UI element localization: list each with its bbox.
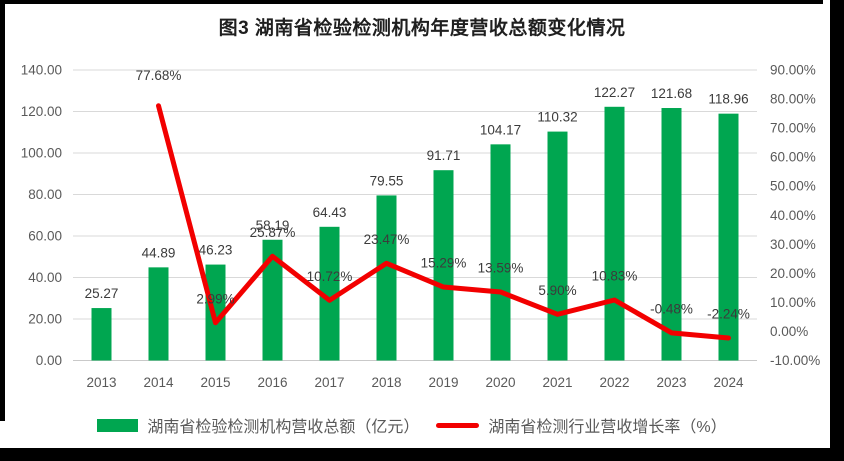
right-axis-tick-label: 60.00% [770,150,816,165]
bar-value-label: 104.17 [480,122,521,137]
x-axis-tick-label: 2022 [599,375,629,390]
left-axis-tick-label: 0.00 [36,353,62,368]
revenue-bar [718,113,739,361]
line-value-label: 5.90% [538,283,576,298]
line-value-label: 13.59% [478,260,524,275]
x-axis-tick-label: 2021 [542,375,572,390]
right-axis-tick-label: 10.00% [770,295,816,310]
revenue-bar [205,264,226,361]
right-axis-tick-label: 80.00% [770,92,816,107]
right-axis-tick-label: 30.00% [770,237,816,252]
bar-value-label: 79.55 [370,173,404,188]
legend-line-label: 湖南省检测行业营收增长率（%） [488,419,727,436]
right-axis-tick-label: 40.00% [770,208,816,223]
left-axis-tick-label: 120.00 [21,104,62,119]
revenue-bar [148,267,169,361]
revenue-bar [319,226,340,361]
left-axis-tick-label: 40.00 [28,270,62,285]
revenue-bar [490,144,511,361]
bar-value-label: 58.19 [256,218,290,233]
chart-title: 图3 湖南省检验检测机构年度营收总额变化情况 [218,18,626,39]
x-axis-tick-label: 2016 [257,375,287,390]
legend-bar-label: 湖南省检验检测机构营收总额（亿元） [147,419,420,436]
left-axis-tick-label: 60.00 [28,229,62,244]
x-axis-tick-label: 2017 [314,375,344,390]
line-value-label: -0.48% [650,301,693,316]
x-axis-tick-label: 2014 [143,375,174,390]
right-axis-tick-label: 50.00% [770,179,816,194]
line-value-label: 15.29% [421,256,467,271]
revenue-bar [433,170,454,361]
frame-border-bottom [0,448,844,461]
x-axis-tick-label: 2023 [656,375,686,390]
right-axis-tick-label: -10.00% [770,353,820,368]
bar-value-label: 64.43 [313,205,347,220]
bar-value-label: 122.27 [594,85,635,100]
left-axis-tick-label: 100.00 [21,146,62,161]
bar-value-label: 121.68 [651,86,692,101]
legend-bar-swatch [97,418,139,432]
line-value-label: 2.99% [196,291,234,306]
legend: 湖南省检验检测机构营收总额（亿元） 湖南省检测行业营收增长率（%） [0,412,824,438]
bar-value-label: 110.32 [537,110,577,125]
bar-value-label: 44.89 [142,245,176,260]
x-axis-tick-label: 2013 [86,375,116,390]
right-axis-tick-label: 20.00% [770,266,816,281]
frame-border-top [0,0,823,4]
left-axis-tick-label: 140.00 [21,63,62,78]
frame-border-left [0,0,5,421]
x-axis-tick-label: 2015 [200,375,230,390]
bar-value-label: 118.96 [708,92,748,107]
left-axis-tick-label: 80.00 [28,187,62,202]
line-value-label: 25.87% [250,225,296,240]
x-axis-tick-label: 2018 [371,375,401,390]
x-axis-tick-label: 2019 [428,375,458,390]
revenue-bar [91,308,112,361]
bar-value-label: 46.23 [199,243,233,258]
right-axis-tick-label: 90.00% [770,63,816,78]
right-axis-tick-label: 70.00% [770,121,816,136]
line-value-label: 23.47% [364,232,410,247]
bar-value-label: 25.27 [85,286,119,301]
revenue-bar [262,239,283,361]
legend-line-swatch [436,422,480,428]
revenue-bar [604,106,625,361]
revenue-bar [547,131,568,361]
x-axis-tick-label: 2024 [713,375,744,390]
growth-line [156,103,731,341]
line-value-label: -2.24% [707,306,750,321]
line-value-label: 10.72% [307,269,353,284]
left-axis-tick-label: 20.00 [28,312,62,327]
x-axis-tick-label: 2020 [485,375,515,390]
line-value-label: 10.83% [592,268,638,283]
frame-border-right [830,0,844,448]
bar-value-label: 91.71 [427,148,461,163]
revenue-bar [376,195,397,361]
line-value-label: 77.68% [136,68,182,83]
revenue-bar [661,108,682,361]
right-axis-tick-label: 0.00% [770,324,808,339]
